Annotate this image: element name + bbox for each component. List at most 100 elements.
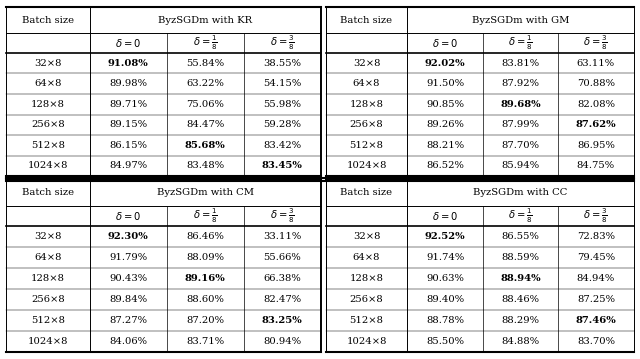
Text: 256×8: 256×8 <box>349 295 383 304</box>
Text: 87.62%: 87.62% <box>575 120 616 129</box>
Text: 90.63%: 90.63% <box>426 274 464 283</box>
Text: 87.99%: 87.99% <box>502 120 540 129</box>
Text: 83.42%: 83.42% <box>263 141 301 150</box>
Text: 87.25%: 87.25% <box>577 295 615 304</box>
Text: Batch size: Batch size <box>22 188 74 197</box>
Text: Batch size: Batch size <box>340 188 392 197</box>
Text: $\delta = 0$: $\delta = 0$ <box>432 210 458 222</box>
Text: 128×8: 128×8 <box>349 274 383 283</box>
Text: 87.70%: 87.70% <box>502 141 540 150</box>
Text: $\delta = \frac{1}{8}$: $\delta = \frac{1}{8}$ <box>508 34 533 52</box>
Text: 72.83%: 72.83% <box>577 232 615 241</box>
Text: 89.68%: 89.68% <box>500 100 541 109</box>
Text: 512×8: 512×8 <box>349 316 383 325</box>
Text: 89.84%: 89.84% <box>109 295 147 304</box>
Text: 86.46%: 86.46% <box>186 232 224 241</box>
Text: 33.11%: 33.11% <box>263 232 301 241</box>
Text: $\delta = 0$: $\delta = 0$ <box>432 37 458 49</box>
Text: 91.08%: 91.08% <box>108 59 148 67</box>
Text: 64×8: 64×8 <box>35 79 62 88</box>
Text: 1024×8: 1024×8 <box>346 162 387 171</box>
Text: 1024×8: 1024×8 <box>346 337 387 346</box>
Text: 1024×8: 1024×8 <box>28 162 68 171</box>
Text: 63.11%: 63.11% <box>577 59 615 67</box>
Text: 88.59%: 88.59% <box>502 253 540 262</box>
Text: Batch size: Batch size <box>22 16 74 25</box>
Text: 55.98%: 55.98% <box>263 100 301 109</box>
Text: 88.78%: 88.78% <box>426 316 464 325</box>
Text: 88.94%: 88.94% <box>500 274 541 283</box>
Text: $\delta = \frac{1}{8}$: $\delta = \frac{1}{8}$ <box>193 34 218 52</box>
Text: 59.28%: 59.28% <box>263 120 301 129</box>
Text: 89.16%: 89.16% <box>185 274 225 283</box>
Text: 84.94%: 84.94% <box>577 274 615 283</box>
Text: 86.15%: 86.15% <box>109 141 147 150</box>
Text: 32×8: 32×8 <box>353 232 380 241</box>
Text: 70.88%: 70.88% <box>577 79 615 88</box>
Text: 63.22%: 63.22% <box>186 79 224 88</box>
Text: 88.09%: 88.09% <box>186 253 224 262</box>
Text: 91.79%: 91.79% <box>109 253 147 262</box>
Text: 83.71%: 83.71% <box>186 337 224 346</box>
Text: 88.60%: 88.60% <box>186 295 224 304</box>
Text: 38.55%: 38.55% <box>263 59 301 67</box>
Text: 75.06%: 75.06% <box>186 100 224 109</box>
Text: 89.98%: 89.98% <box>109 79 147 88</box>
Text: 83.81%: 83.81% <box>501 59 540 67</box>
Text: 92.52%: 92.52% <box>425 232 465 241</box>
Text: 88.46%: 88.46% <box>502 295 540 304</box>
Text: ByzSGDm with KR: ByzSGDm with KR <box>158 16 252 25</box>
Text: 512×8: 512×8 <box>31 141 65 150</box>
Text: 256×8: 256×8 <box>349 120 383 129</box>
Text: 87.92%: 87.92% <box>502 79 540 88</box>
Text: 84.88%: 84.88% <box>501 337 540 346</box>
Text: 54.15%: 54.15% <box>263 79 301 88</box>
Text: 84.47%: 84.47% <box>186 120 224 129</box>
Text: 88.21%: 88.21% <box>426 141 464 150</box>
Text: 90.43%: 90.43% <box>109 274 147 283</box>
Text: 82.08%: 82.08% <box>577 100 615 109</box>
Text: 55.84%: 55.84% <box>186 59 224 67</box>
Text: 87.46%: 87.46% <box>575 316 616 325</box>
Text: ByzSGDm with CC: ByzSGDm with CC <box>474 188 568 197</box>
Text: 87.27%: 87.27% <box>109 316 147 325</box>
Text: 512×8: 512×8 <box>349 141 383 150</box>
Text: ByzSGDm with CM: ByzSGDm with CM <box>157 188 253 197</box>
Text: 79.45%: 79.45% <box>577 253 615 262</box>
Text: 84.75%: 84.75% <box>577 162 615 171</box>
Text: 90.85%: 90.85% <box>426 100 464 109</box>
Text: 91.50%: 91.50% <box>426 79 464 88</box>
Text: 85.94%: 85.94% <box>501 162 540 171</box>
Text: 32×8: 32×8 <box>353 59 380 67</box>
Text: 83.45%: 83.45% <box>262 162 303 171</box>
Text: 82.47%: 82.47% <box>263 295 301 304</box>
Text: 89.15%: 89.15% <box>109 120 147 129</box>
Text: $\delta = 0$: $\delta = 0$ <box>115 37 141 49</box>
Text: 86.55%: 86.55% <box>502 232 540 241</box>
Text: 80.94%: 80.94% <box>263 337 301 346</box>
Text: 89.26%: 89.26% <box>426 120 464 129</box>
Text: 32×8: 32×8 <box>35 59 62 67</box>
Text: 83.48%: 83.48% <box>186 162 224 171</box>
Text: $\delta = \frac{3}{8}$: $\delta = \frac{3}{8}$ <box>584 34 608 52</box>
Text: 88.29%: 88.29% <box>502 316 540 325</box>
Text: 91.74%: 91.74% <box>426 253 464 262</box>
Text: 55.66%: 55.66% <box>263 253 301 262</box>
Text: 84.97%: 84.97% <box>109 162 147 171</box>
Text: 86.95%: 86.95% <box>577 141 615 150</box>
Text: 66.38%: 66.38% <box>263 274 301 283</box>
Text: 512×8: 512×8 <box>31 316 65 325</box>
Text: 92.02%: 92.02% <box>425 59 465 67</box>
Text: 256×8: 256×8 <box>31 120 65 129</box>
Text: 89.71%: 89.71% <box>109 100 147 109</box>
Text: 85.68%: 85.68% <box>185 141 225 150</box>
Text: 128×8: 128×8 <box>31 274 65 283</box>
Text: 83.25%: 83.25% <box>262 316 303 325</box>
Text: 32×8: 32×8 <box>35 232 62 241</box>
Text: 64×8: 64×8 <box>353 79 380 88</box>
Text: $\delta = \frac{1}{8}$: $\delta = \frac{1}{8}$ <box>193 207 218 225</box>
Text: 86.52%: 86.52% <box>426 162 464 171</box>
Text: 85.50%: 85.50% <box>426 337 464 346</box>
Text: $\delta = 0$: $\delta = 0$ <box>115 210 141 222</box>
Text: 64×8: 64×8 <box>353 253 380 262</box>
